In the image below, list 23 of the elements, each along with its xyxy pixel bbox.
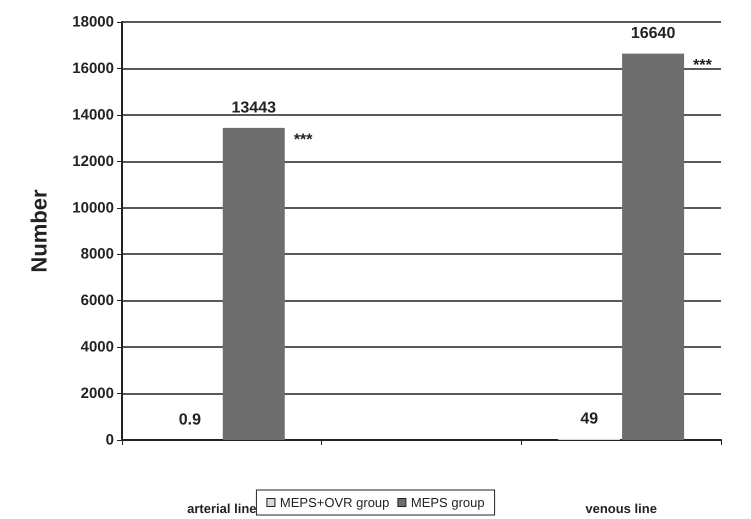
y-tick-label: 4000 <box>80 338 114 356</box>
y-tick-label: 6000 <box>80 292 114 310</box>
y-tick-label: 8000 <box>80 246 114 263</box>
y-tick-label: 2000 <box>80 385 114 402</box>
bar <box>222 128 285 440</box>
data-label: 13443 <box>232 99 276 116</box>
annotation: *** <box>294 131 314 148</box>
bar <box>622 54 684 440</box>
y-tick-label: 14000 <box>72 106 114 124</box>
legend-label: MEPS+OVR group <box>280 495 390 510</box>
legend-label: MEPS group <box>410 495 485 510</box>
data-label: 49 <box>580 410 598 428</box>
data-label: 0.9 <box>178 411 202 428</box>
x-tick-label: arterial line <box>187 501 257 516</box>
y-tick-label: 0 <box>106 432 114 448</box>
y-tick-label: 18000 <box>72 14 114 30</box>
y-tick-label: 12000 <box>72 152 114 170</box>
y-tick-label: 16000 <box>72 60 114 77</box>
x-tick-label: venous line <box>585 501 657 516</box>
data-label: 16640 <box>630 25 676 42</box>
y-axis-title: Number <box>26 189 52 273</box>
annotation: *** <box>693 57 713 74</box>
y-tick-label: 10000 <box>72 199 114 216</box>
